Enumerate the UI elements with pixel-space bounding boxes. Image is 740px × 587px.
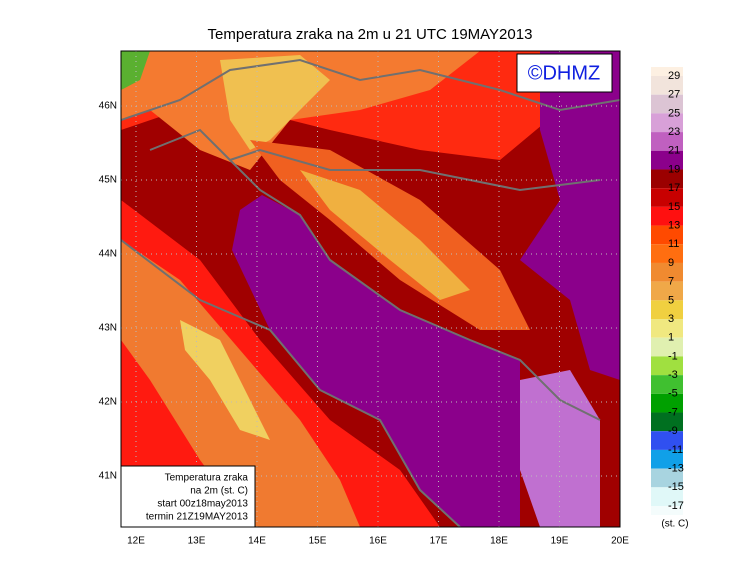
- watermark: ©DHMZ: [528, 62, 601, 84]
- watermark-box: [516, 53, 613, 93]
- colorbar-swatch: [651, 412, 683, 432]
- lon-label: 20E: [611, 536, 629, 547]
- info-line: termin 21Z19MAY2013: [146, 512, 249, 523]
- colorbar-label: -1: [668, 350, 678, 362]
- colorbar-swatch: [651, 281, 683, 301]
- lon-label: 19E: [551, 536, 569, 547]
- colorbar-swatch: [651, 356, 683, 376]
- lon-label: 14E: [248, 536, 266, 547]
- info-line: na 2m (st. C): [190, 486, 248, 497]
- lon-label: 16E: [369, 536, 387, 547]
- temperature-field: [121, 51, 620, 527]
- colorbar-swatch: [651, 244, 683, 263]
- colorbar-label: 7: [668, 276, 674, 288]
- colorbar-label: 19: [668, 163, 680, 175]
- colorbar-label: -7: [668, 406, 678, 418]
- colorbar-swatch: [651, 262, 683, 282]
- colorbar-swatch: [651, 393, 683, 413]
- colorbar-swatch: [651, 319, 683, 338]
- colorbar: 29 27 25 23 21 19 17 15 13 11 9 7 5 3 1 -1 -3 -5 -7 -9 -11 -1…: [651, 67, 684, 515]
- lon-label: 13E: [188, 536, 206, 547]
- colorbar-swatch: [651, 94, 683, 114]
- colorbar-label: 21: [668, 145, 680, 157]
- colorbar-swatch: [651, 225, 683, 245]
- colorbar-label: -5: [668, 388, 678, 400]
- colorbar-label: -17: [668, 500, 684, 512]
- lon-label: 12E: [127, 536, 145, 547]
- lat-label: 41N: [99, 471, 117, 482]
- colorbar-unit: (st. C): [661, 519, 688, 530]
- colorbar-swatch: [651, 76, 683, 95]
- colorbar-swatch: [651, 506, 683, 515]
- lon-label: 17E: [430, 536, 448, 547]
- colorbar-label: 11: [668, 238, 679, 250]
- colorbar-swatch: [651, 431, 683, 450]
- colorbar-swatch: [651, 468, 683, 488]
- colorbar-label: 5: [668, 294, 674, 306]
- lat-label: 43N: [99, 323, 117, 334]
- colorbar-swatch: [651, 188, 683, 207]
- title: Temperatura zraka na 2m u 21 UTC 19MAY20…: [208, 26, 533, 43]
- colorbar-swatch: [651, 67, 683, 76]
- colorbar-label: -13: [668, 463, 684, 475]
- colorbar-swatch: [651, 375, 683, 394]
- colorbar-swatch: [651, 449, 683, 469]
- colorbar-label: 29: [668, 70, 680, 82]
- colorbar-label: 9: [668, 257, 674, 269]
- colorbar-label: 27: [668, 89, 680, 101]
- lon-label: 15E: [309, 536, 327, 547]
- colorbar-label: 23: [668, 126, 680, 138]
- colorbar-label: -15: [668, 481, 684, 493]
- lon-label: 18E: [490, 536, 508, 547]
- info-line: start 00z18may2013: [157, 499, 248, 510]
- colorbar-swatch: [651, 113, 683, 133]
- colorbar-swatch: [651, 487, 683, 506]
- colorbar-label: 13: [668, 219, 680, 231]
- info-line: Temperatura zraka: [165, 473, 249, 484]
- map-frame: [120, 50, 621, 528]
- colorbar-swatch: [651, 206, 683, 226]
- info-box: [120, 465, 256, 528]
- lat-label: 44N: [99, 249, 117, 260]
- graticule: 46N 45N 44N 43N 42N 41N 12E 13E 14E 15E 16E 17E 18E 1…: [99, 51, 629, 547]
- colorbar-label: -3: [668, 369, 678, 381]
- colorbar-swatch: [651, 150, 683, 170]
- colorbar-label: 1: [668, 332, 674, 344]
- colorbar-label: -11: [668, 444, 683, 456]
- colorbar-label: -9: [668, 425, 678, 437]
- colorbar-label: 15: [668, 201, 680, 213]
- colorbar-label: 3: [668, 313, 674, 325]
- lat-label: 42N: [99, 397, 117, 408]
- colorbar-swatch: [651, 300, 683, 320]
- lat-label: 45N: [99, 175, 117, 186]
- info-text: Temperatura zraka na 2m (st. C) start 00z1…: [146, 473, 249, 523]
- colorbar-swatch: [651, 132, 683, 151]
- colorbar-swatch: [651, 169, 683, 189]
- colorbar-label: 17: [668, 182, 680, 194]
- colorbar-swatch: [651, 337, 683, 357]
- lat-label: 46N: [99, 101, 117, 112]
- colorbar-label: 25: [668, 107, 680, 119]
